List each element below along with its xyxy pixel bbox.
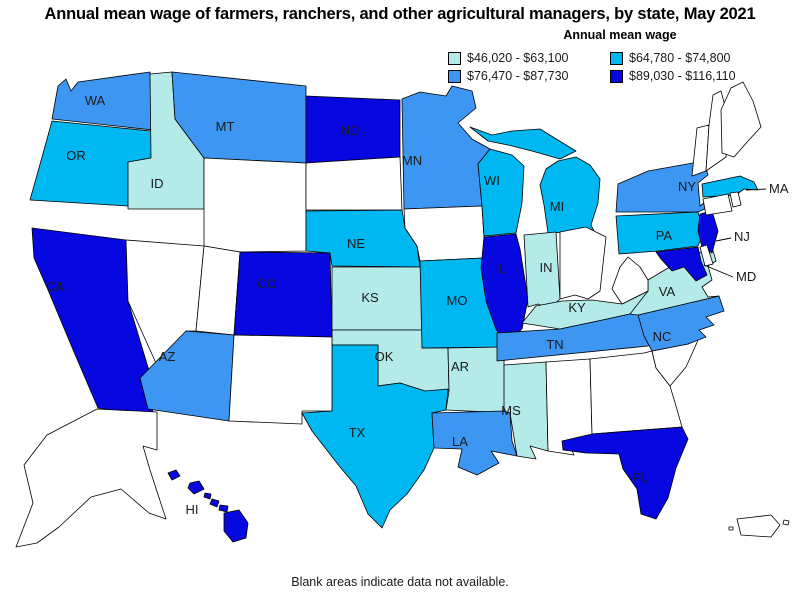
state-label-mn: MN bbox=[402, 153, 422, 168]
state-ct bbox=[702, 193, 733, 216]
legend-range-label: $64,780 - $74,800 bbox=[629, 51, 731, 65]
legend-swatch-3 bbox=[610, 69, 623, 83]
legend-range-label: $89,030 - $116,110 bbox=[629, 69, 736, 83]
state-label-tx: TX bbox=[349, 425, 366, 440]
state-label-in: IN bbox=[540, 260, 553, 275]
state-label-ar: AR bbox=[451, 359, 469, 374]
state-la bbox=[431, 410, 518, 476]
legend-swatch-0 bbox=[448, 51, 461, 65]
state-label-ks: KS bbox=[361, 290, 379, 305]
state-mi bbox=[469, 126, 601, 234]
legend-range-label: $76,470 - $87,730 bbox=[467, 69, 569, 83]
state-label-ky: KY bbox=[568, 300, 586, 315]
state-nc bbox=[637, 295, 725, 352]
state-label-ny: NY bbox=[678, 179, 696, 194]
state-label-co: CO bbox=[257, 276, 277, 291]
state-me bbox=[720, 81, 762, 158]
legend-title: Annual mean wage bbox=[563, 28, 677, 42]
state-label-pa: PA bbox=[656, 228, 673, 243]
legend-item-1: $64,780 - $74,800 bbox=[610, 51, 792, 65]
state-label-il: IL bbox=[496, 261, 507, 276]
state-sd bbox=[305, 156, 403, 211]
state-label-mo: MO bbox=[447, 293, 468, 308]
legend-item-2: $76,470 - $87,730 bbox=[448, 69, 610, 83]
state-oh bbox=[559, 226, 607, 300]
state-md bbox=[655, 246, 708, 282]
state-wv bbox=[611, 256, 649, 305]
state-de bbox=[699, 244, 714, 267]
state-label-wi: WI bbox=[484, 173, 500, 188]
state-label-nj: NJ bbox=[734, 229, 750, 244]
state-hi bbox=[167, 469, 249, 543]
callout-line-nj bbox=[715, 237, 732, 242]
state-nm bbox=[228, 334, 333, 425]
state-wy bbox=[203, 157, 307, 253]
state-label-mi: MI bbox=[550, 199, 564, 214]
state-label-ca: CA bbox=[46, 279, 64, 294]
state-label-hi: HI bbox=[186, 502, 199, 517]
state-label-tn: TN bbox=[546, 337, 563, 352]
state-label-ms: MS bbox=[501, 403, 521, 418]
state-label-ma: MA bbox=[769, 181, 789, 196]
legend-range-label: $46,020 - $63,100 bbox=[467, 51, 569, 65]
state-mn bbox=[401, 85, 491, 210]
state-co bbox=[233, 251, 333, 338]
state-pr bbox=[728, 514, 790, 538]
state-label-ok: OK bbox=[375, 349, 394, 364]
state-label-va: VA bbox=[659, 284, 676, 299]
map-footnote: Blank areas indicate data not available. bbox=[291, 575, 509, 589]
legend-swatch-1 bbox=[610, 51, 623, 65]
state-label-md: MD bbox=[736, 269, 756, 284]
state-label-or: OR bbox=[66, 148, 86, 163]
state-label-ne: NE bbox=[347, 236, 365, 251]
state-fl bbox=[561, 426, 689, 520]
state-ak bbox=[15, 408, 167, 548]
legend-swatch-2 bbox=[448, 69, 461, 83]
state-label-fl: FL bbox=[633, 470, 648, 485]
state-az bbox=[139, 330, 235, 422]
state-label-az: AZ bbox=[159, 349, 176, 364]
legend-item-0: $46,020 - $63,100 bbox=[448, 51, 610, 65]
state-label-la: LA bbox=[452, 434, 468, 449]
map-title: Annual mean wage of farmers, ranchers, a… bbox=[44, 5, 756, 23]
state-label-nd: ND bbox=[341, 123, 360, 138]
callout-line-ma bbox=[745, 188, 767, 191]
state-label-mt: MT bbox=[216, 119, 235, 134]
state-ri bbox=[729, 191, 742, 208]
legend-item-3: $89,030 - $116,110 bbox=[610, 69, 792, 83]
callout-line-md bbox=[703, 264, 734, 278]
state-label-wa: WA bbox=[85, 93, 106, 108]
state-pa bbox=[615, 211, 705, 255]
state-wa bbox=[51, 71, 154, 131]
state-label-id: ID bbox=[151, 176, 164, 191]
state-wi bbox=[477, 148, 525, 237]
state-label-nc: NC bbox=[653, 329, 672, 344]
state-tx bbox=[301, 344, 449, 529]
state-ut bbox=[195, 245, 241, 336]
legend-items: $46,020 - $63,100 $64,780 - $74,800 $76,47… bbox=[448, 51, 792, 83]
legend: Annual mean wage $46,020 - $63,100 $64,78… bbox=[448, 28, 792, 83]
